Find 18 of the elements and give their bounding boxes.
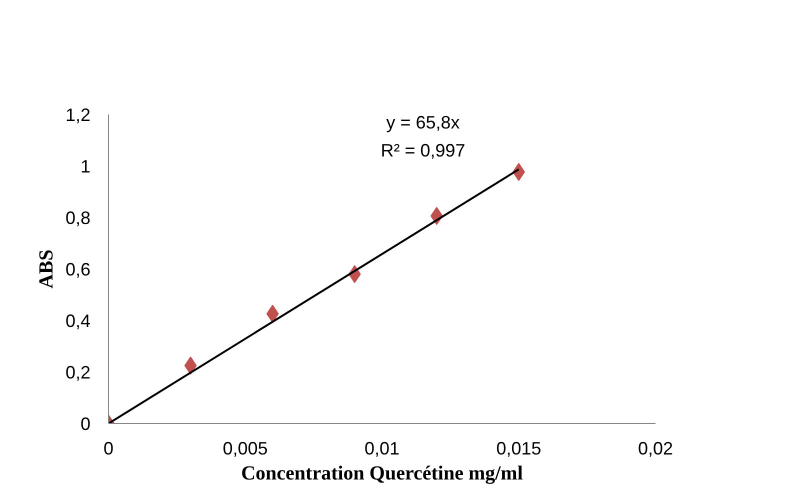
x-tick-label: 0,005 — [222, 438, 268, 458]
y-tick-label: 0 — [80, 414, 91, 434]
y-tick-label: 0,8 — [65, 208, 91, 228]
y-axis-title: ABS — [35, 250, 58, 288]
y-tick-label: 0,2 — [65, 362, 91, 382]
annotation: R² = 0,997 — [380, 140, 466, 160]
point — [184, 356, 197, 375]
point — [266, 304, 279, 323]
y-tick-label: 1 — [80, 156, 91, 176]
y-tick-label: 1,2 — [65, 105, 91, 125]
x-tick-label: 0,015 — [496, 438, 542, 458]
x-tick-label: 0 — [103, 438, 114, 458]
x-tick-label: 0,01 — [364, 438, 400, 458]
x-axis-title: Concentration Quercétine mg/ml — [241, 462, 524, 484]
y-tick-label: 0,6 — [65, 260, 91, 280]
x-tick-label: 0,02 — [638, 438, 674, 458]
annotation: y = 65,8x — [386, 112, 460, 132]
y-tick-label: 0,4 — [65, 311, 91, 331]
